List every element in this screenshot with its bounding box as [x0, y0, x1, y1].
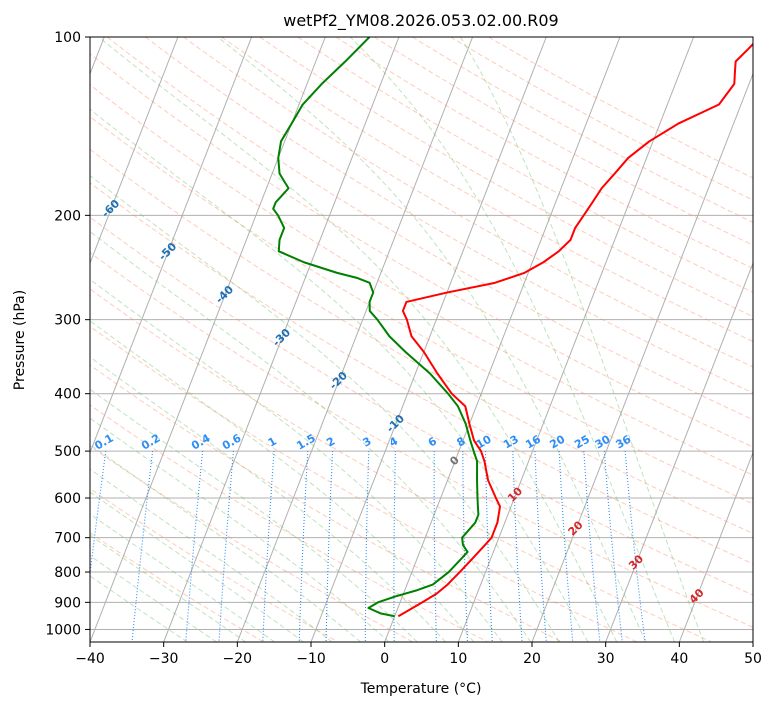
moist-adiabat — [90, 534, 246, 642]
dry-adiabat — [90, 53, 753, 448]
moist-adiabat — [90, 230, 532, 642]
dewpoint-profile-line — [272, 37, 480, 618]
y-axis-ticks: 100 200 300 400 500 600 700 800 900 1000 — [45, 30, 90, 638]
x-axis-label: Temperature (°C) — [360, 681, 482, 697]
isotherm-gridline — [531, 72, 753, 642]
dry-adiabat — [90, 445, 414, 642]
chart-title: wetPf2_YM08.2026.053.02.00.R09 — [283, 11, 558, 31]
dry-adiabat — [488, 37, 753, 179]
x-tick-label: 0 — [380, 651, 389, 667]
y-tick-label: 600 — [54, 491, 81, 507]
dry-adiabat — [90, 116, 753, 505]
isotherm-gridline — [605, 261, 753, 642]
mixing-ratio-line — [558, 451, 574, 642]
y-tick-label: 900 — [54, 595, 81, 611]
dry-adiabat — [259, 37, 753, 318]
mixing-ratio-line — [512, 451, 523, 642]
moist-adiabat — [460, 37, 705, 642]
moist-adiabat — [98, 37, 618, 642]
mixing-ratio-line — [462, 451, 469, 642]
profiles — [272, 37, 753, 618]
dry-adiabat — [90, 488, 339, 642]
isotherm-gridline — [163, 37, 400, 642]
mixing-ratio-line — [218, 451, 234, 642]
mixing-ratio-line — [325, 451, 334, 642]
isotherm-gridline — [90, 37, 179, 265]
dry-adiabat — [90, 325, 638, 642]
mixing-ratio-line — [603, 451, 623, 642]
dry-adiabat — [335, 37, 753, 270]
mixing-ratio-line — [90, 451, 107, 579]
y-tick-label: 400 — [54, 387, 81, 403]
dry-adiabat — [183, 37, 753, 368]
x-tick-label: 30 — [597, 651, 615, 667]
dry-adiabat — [106, 37, 753, 421]
mixing-ratio-line — [433, 451, 437, 642]
dry-adiabat — [90, 182, 753, 565]
isotherm-gridline — [90, 37, 253, 454]
y-tick-label: 100 — [54, 30, 81, 46]
x-tick-label: −20 — [223, 651, 253, 667]
dry-adiabat — [90, 288, 712, 642]
moist-adiabat — [217, 37, 647, 642]
isotherm-gridline — [310, 37, 547, 642]
mixing-ratio-line — [131, 451, 154, 642]
y-tick-label: 500 — [54, 444, 81, 460]
x-tick-label: −10 — [296, 651, 326, 667]
dry-adiabat — [90, 251, 753, 628]
x-tick-label: −40 — [75, 651, 105, 667]
mixing-ratio-line — [624, 451, 646, 642]
isotherm-gridline — [236, 37, 474, 642]
moist-adiabat — [90, 444, 361, 642]
moist-adiabat — [90, 278, 503, 642]
mixing-ratio-line — [484, 451, 493, 642]
y-tick-label: 1000 — [45, 622, 81, 638]
background-lines — [90, 37, 753, 642]
mixing-ratio-line — [393, 451, 396, 642]
moist-adiabat — [90, 174, 560, 642]
dry-adiabat — [90, 216, 753, 596]
plot-frame — [89, 36, 754, 643]
y-tick-label: 200 — [54, 208, 81, 224]
moist-adiabat — [90, 108, 589, 642]
dry-adiabat — [221, 37, 753, 343]
x-tick-label: 10 — [449, 651, 467, 667]
mixing-ratio-line — [185, 451, 204, 642]
mixing-ratio-line — [298, 451, 309, 642]
mixing-ratio-line — [583, 451, 601, 642]
x-tick-label: 50 — [744, 651, 762, 667]
y-axis-label: Pressure (hPa) — [12, 290, 28, 390]
x-tick-label: −30 — [149, 651, 179, 667]
moist-adiabat — [90, 417, 390, 642]
y-tick-label: 700 — [54, 531, 81, 547]
moist-adiabat — [90, 356, 446, 642]
x-tick-label: 20 — [523, 651, 541, 667]
isotherm-gridline — [384, 37, 621, 642]
dry-adiabat — [412, 37, 753, 223]
mixing-ratio-line — [262, 451, 275, 642]
mixing-ratio-line — [364, 451, 370, 642]
moist-adiabat — [90, 555, 217, 642]
moist-adiabat — [90, 513, 275, 642]
moist-adiabat — [90, 575, 188, 642]
isotherm-gridline — [678, 451, 753, 642]
x-axis-ticks: −40 −30 −20 −10 0 10 20 30 40 50 — [75, 642, 762, 667]
y-tick-label: 800 — [54, 565, 81, 581]
temperature-profile-line — [397, 42, 753, 618]
isotherm-gridline — [90, 37, 326, 642]
y-tick-label: 300 — [54, 313, 81, 329]
dry-adiabat — [90, 84, 753, 476]
x-tick-label: 40 — [670, 651, 688, 667]
moist-adiabat — [90, 468, 333, 642]
mixing-ratio-line — [534, 451, 547, 642]
